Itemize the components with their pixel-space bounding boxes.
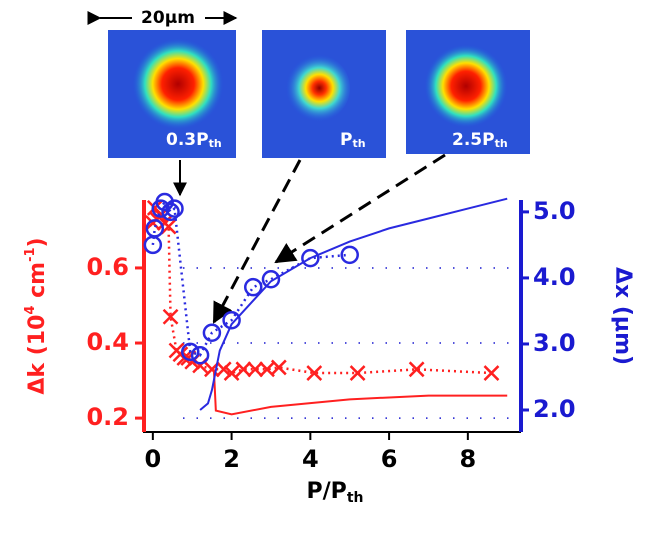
y2-axis-label: Δx (μm) [610,267,635,365]
inset-label-sub: th [352,137,365,150]
scale-label: 20μm [141,8,195,28]
y-label-part: ) [25,237,50,247]
marker-x [164,310,178,324]
inset-label-sub: th [495,137,508,150]
x-tick-label: 6 [381,445,398,473]
y2-tick-label: 3.0 [533,329,576,357]
marker-x [307,366,321,380]
y-label-sup: -1 [23,247,38,261]
x-axis-label: P/Pth [307,479,364,506]
y2-tick-label: 2.0 [533,395,576,423]
inset-label-main: 0.3P [166,130,209,150]
x-tick-label: 4 [302,445,319,473]
marker-x [484,366,498,380]
x-tick-label: 8 [459,445,476,473]
y-axis-label: Δk (104 cm-1) [23,237,51,394]
inset-label-main: P [340,130,352,150]
marker-o [263,271,279,287]
chart: 20μm 0.3Pth Pth 2.5Pth 024680.20.40.62.0… [0,0,651,538]
y2-tick-label: 4.0 [533,263,576,291]
x-label-main: P/P [307,479,347,504]
y2-tick-label: 5.0 [533,197,576,225]
marker-x [248,362,262,376]
inset-label-sub: th [209,137,222,150]
x-tick-label: 2 [223,445,240,473]
x-label-sub: th [347,490,364,506]
arrow [276,155,445,262]
y-tick-label: 0.6 [86,253,129,281]
marker-o [245,279,261,295]
y-tick-label: 0.4 [86,328,129,356]
y-label-sup: 4 [23,306,38,315]
x-tick-label: 0 [144,445,161,473]
scale-bar: 20μm [100,8,236,28]
y-tick-label: 0.2 [86,403,129,431]
inset-label-main: 2.5P [452,130,495,150]
y-label-part: Δk (10 [25,315,50,395]
marker-x [236,362,250,376]
marker-x [272,360,286,374]
y-label-part: cm [25,262,50,306]
inset-2 [262,30,386,158]
marker-x [410,362,424,376]
